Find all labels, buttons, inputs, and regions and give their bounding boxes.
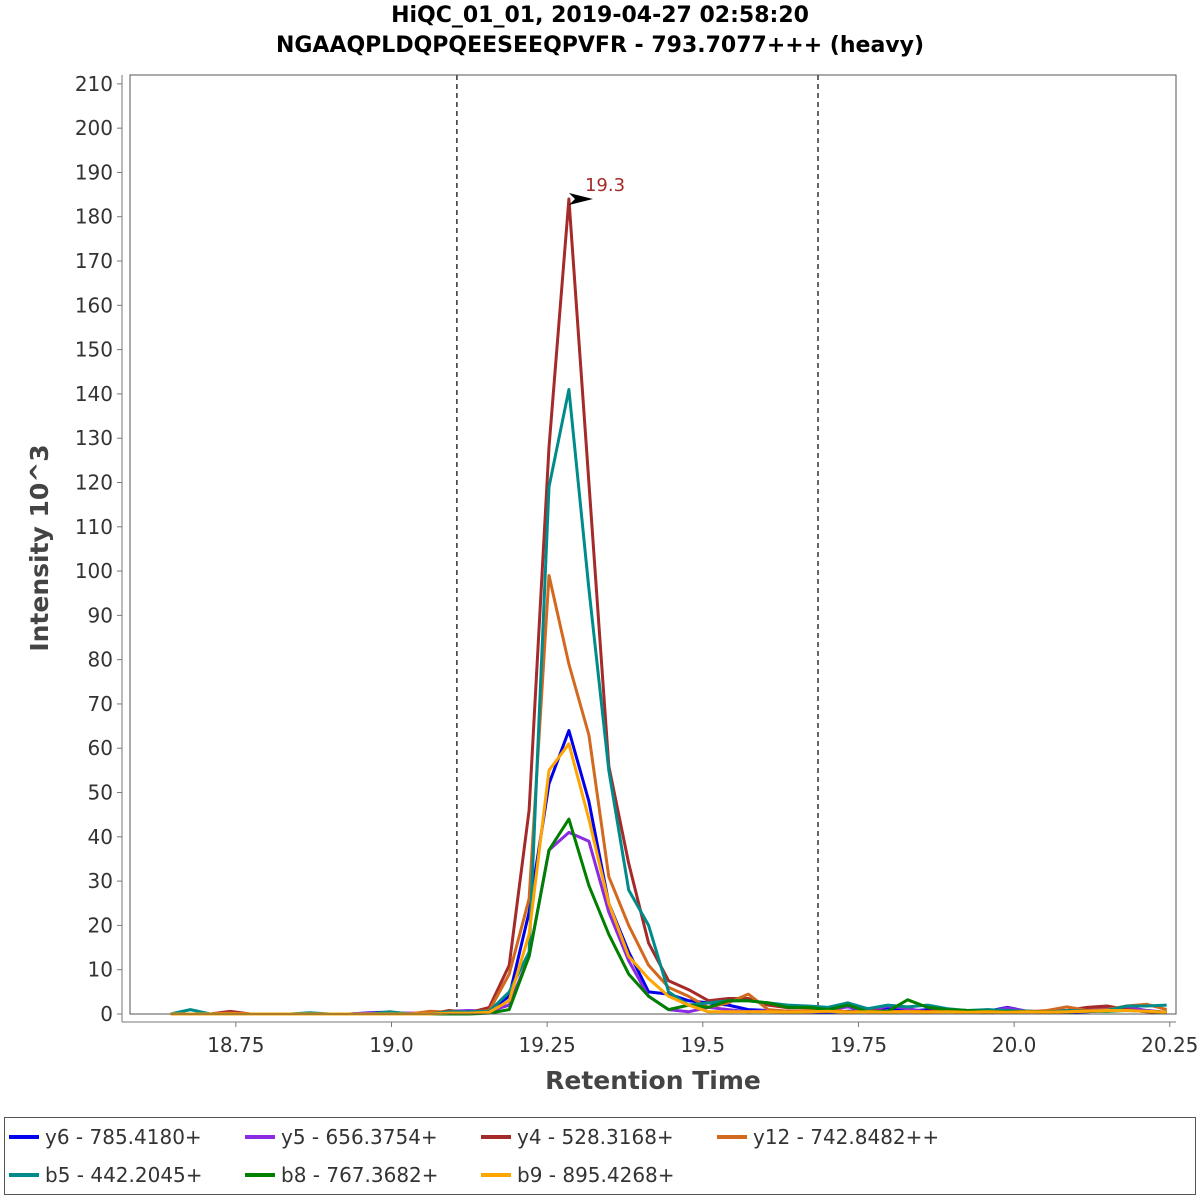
y-tick-label: 20	[88, 913, 113, 937]
legend-item-y12[interactable]: y12 - 742.8482++	[717, 1122, 939, 1152]
legend-item-y4[interactable]: y4 - 528.3168+	[481, 1122, 674, 1152]
series-line-y6	[170, 729, 1167, 1016]
legend-swatch-b9	[481, 1173, 511, 1177]
y-tick-label: 60	[88, 736, 113, 760]
legend-label-y4: y4 - 528.3168+	[517, 1125, 674, 1149]
y-tick-label: 100	[75, 559, 113, 583]
y-tick-label: 190	[75, 160, 113, 184]
y-tick-label: 120	[75, 470, 113, 494]
y-tick-label: 150	[75, 338, 113, 362]
chart-title: HiQC_01_01, 2019-04-27 02:58:20	[391, 3, 809, 28]
legend-swatch-y6	[9, 1135, 39, 1139]
legend-label-b9: b9 - 895.4268+	[517, 1163, 675, 1187]
x-tick-label: 19.75	[830, 1033, 887, 1057]
legend-swatch-y4	[481, 1135, 511, 1139]
series-line-b9	[170, 742, 1167, 1016]
x-tick-label: 19.0	[369, 1033, 414, 1057]
legend-swatch-b8	[245, 1173, 275, 1177]
legend-swatch-b5	[9, 1173, 39, 1177]
legend-label-y5: y5 - 656.3754+	[281, 1125, 438, 1149]
y-tick-label: 160	[75, 293, 113, 317]
y-tick-label: 110	[75, 515, 113, 539]
legend-label-y12: y12 - 742.8482++	[753, 1125, 940, 1149]
series-line-y12	[170, 574, 1168, 1016]
peak-label: 19.3	[585, 175, 625, 196]
x-tick-label: 18.75	[207, 1033, 264, 1057]
x-tick-label: 20.0	[992, 1033, 1037, 1057]
y-tick-label: 130	[75, 426, 113, 450]
legend-swatch-y12	[717, 1135, 747, 1139]
chart-subtitle: NGAAQPLDQPQEESEEQPVFR - 793.7077+++ (hea…	[276, 33, 924, 58]
plot-area	[129, 74, 1177, 1015]
y-tick-label: 50	[88, 781, 113, 805]
x-tick-label: 19.5	[681, 1033, 726, 1057]
y-tick-label: 90	[88, 603, 113, 627]
y-axis-title: Intensity 10^3	[25, 444, 54, 651]
y-tick-label: 10	[88, 958, 113, 982]
x-axis-title: Retention Time	[545, 1066, 761, 1095]
y-tick-label: 140	[75, 382, 113, 406]
legend-label-b8: b8 - 767.3682+	[281, 1163, 439, 1187]
x-tick-label: 20.25	[1141, 1033, 1198, 1057]
y-tick-label: 0	[100, 1002, 113, 1026]
legend-item-b5[interactable]: b5 - 442.2045+	[9, 1160, 203, 1190]
series-line-b5	[170, 388, 1167, 1016]
peak-arrow-icon	[568, 193, 593, 206]
legend-item-b9[interactable]: b9 - 895.4268+	[481, 1160, 675, 1190]
x-tick-label: 19.25	[519, 1033, 576, 1057]
legend-item-b8[interactable]: b8 - 767.3682+	[245, 1160, 439, 1190]
legend-label-b5: b5 - 442.2045+	[45, 1163, 203, 1187]
y-tick-label: 200	[75, 116, 113, 140]
y-tick-label: 180	[75, 205, 113, 229]
y-tick-label: 80	[88, 648, 113, 672]
legend-swatch-y5	[245, 1135, 275, 1139]
y-tick-label: 170	[75, 249, 113, 273]
legend-item-y6[interactable]: y6 - 785.4180+	[9, 1122, 202, 1152]
y-tick-label: 210	[75, 72, 113, 96]
series-line-b8	[170, 817, 1167, 1016]
y-tick-label: 40	[88, 825, 113, 849]
legend-label-y6: y6 - 785.4180+	[45, 1125, 202, 1149]
y-tick-label: 30	[88, 869, 113, 893]
series-line-y4	[170, 197, 1167, 1016]
y-tick-label: 70	[88, 692, 113, 716]
legend-item-y5[interactable]: y5 - 656.3754+	[245, 1122, 438, 1152]
legend: y6 - 785.4180+ y5 - 656.3754+ y4 - 528.3…	[4, 1117, 1196, 1195]
